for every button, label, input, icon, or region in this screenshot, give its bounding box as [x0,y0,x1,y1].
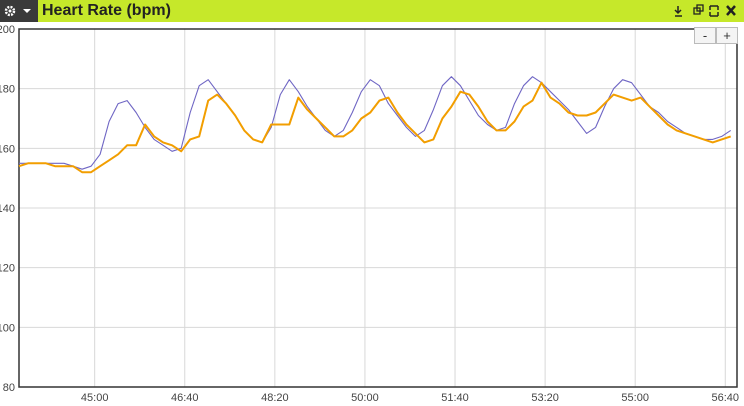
y-tick-label: 140 [0,203,15,215]
zoom-out-button[interactable]: - [694,27,716,44]
x-tick-label: 45:00 [81,392,109,404]
plot-frame [18,28,738,388]
y-tick-label: 100 [0,322,15,334]
settings-menu[interactable] [0,0,38,22]
download-icon[interactable] [674,6,682,17]
x-tick-label: 46:40 [171,392,199,404]
y-tick-label: 160 [0,143,15,155]
dropdown-arrow [23,9,31,13]
zoom-in-button[interactable]: + [716,27,738,44]
x-tick-label: 53:20 [531,392,559,404]
y-tick-label: 80 [3,382,15,394]
y-tick-label: 180 [0,84,15,96]
gear-center [8,9,12,13]
window-icons [674,4,736,17]
gear-icon [4,5,16,17]
x-tick-label: 48:20 [261,392,289,404]
fullscreen-icon[interactable] [709,5,719,17]
menu-icons [4,5,31,17]
x-tick-label: 56:40 [712,392,740,404]
x-tick-label: 51:40 [441,392,469,404]
line-series [18,81,732,174]
close-icon[interactable] [726,5,736,16]
popout-icon-back [696,4,704,12]
x-tick-label: 50:00 [351,392,379,404]
x-tick-label: 55:00 [621,392,649,404]
widget-title: Heart Rate (bpm) [42,2,171,19]
chart: 80 100 120 140 160 180 200 45:00 46:40 48:20 50:00… [0,24,740,404]
y-tick-label: 200 [0,24,15,36]
line-series [19,76,732,170]
toolbar: Heart Rate (bpm) [0,0,744,22]
y-tick-label: 120 [0,263,15,275]
